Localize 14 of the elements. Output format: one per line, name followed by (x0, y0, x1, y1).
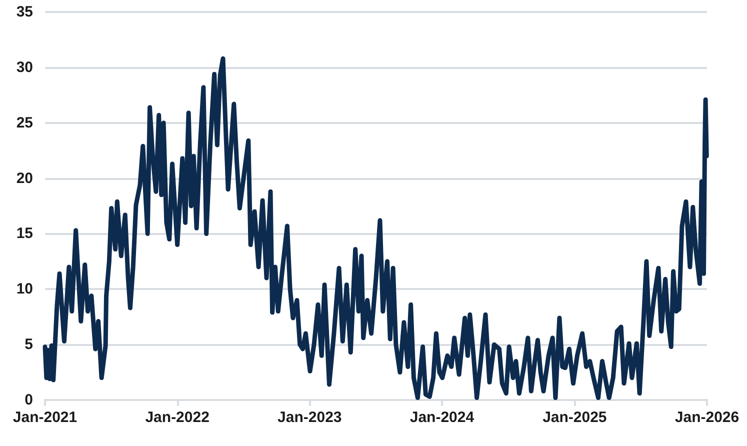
x-tick-label: Jan-2026 (674, 409, 740, 426)
x-tick-label: Jan-2021 (12, 409, 78, 426)
y-tick-label: 5 (24, 336, 33, 354)
y-tick-label: 0 (24, 392, 33, 408)
y-tick-label: 20 (16, 170, 33, 187)
x-tick-label: Jan-2023 (278, 409, 342, 426)
x-tick-label: Jan-2022 (145, 409, 210, 426)
x-tick-label: Jan-2025 (542, 409, 607, 426)
y-tick-label: 10 (16, 280, 33, 298)
y-tick-label: 25 (16, 114, 33, 132)
y-tick-label: 30 (16, 58, 33, 76)
y-tick-label: 15 (16, 225, 33, 242)
x-tick-label: Jan-2024 (410, 409, 475, 426)
y-tick-label: 35 (16, 4, 33, 20)
